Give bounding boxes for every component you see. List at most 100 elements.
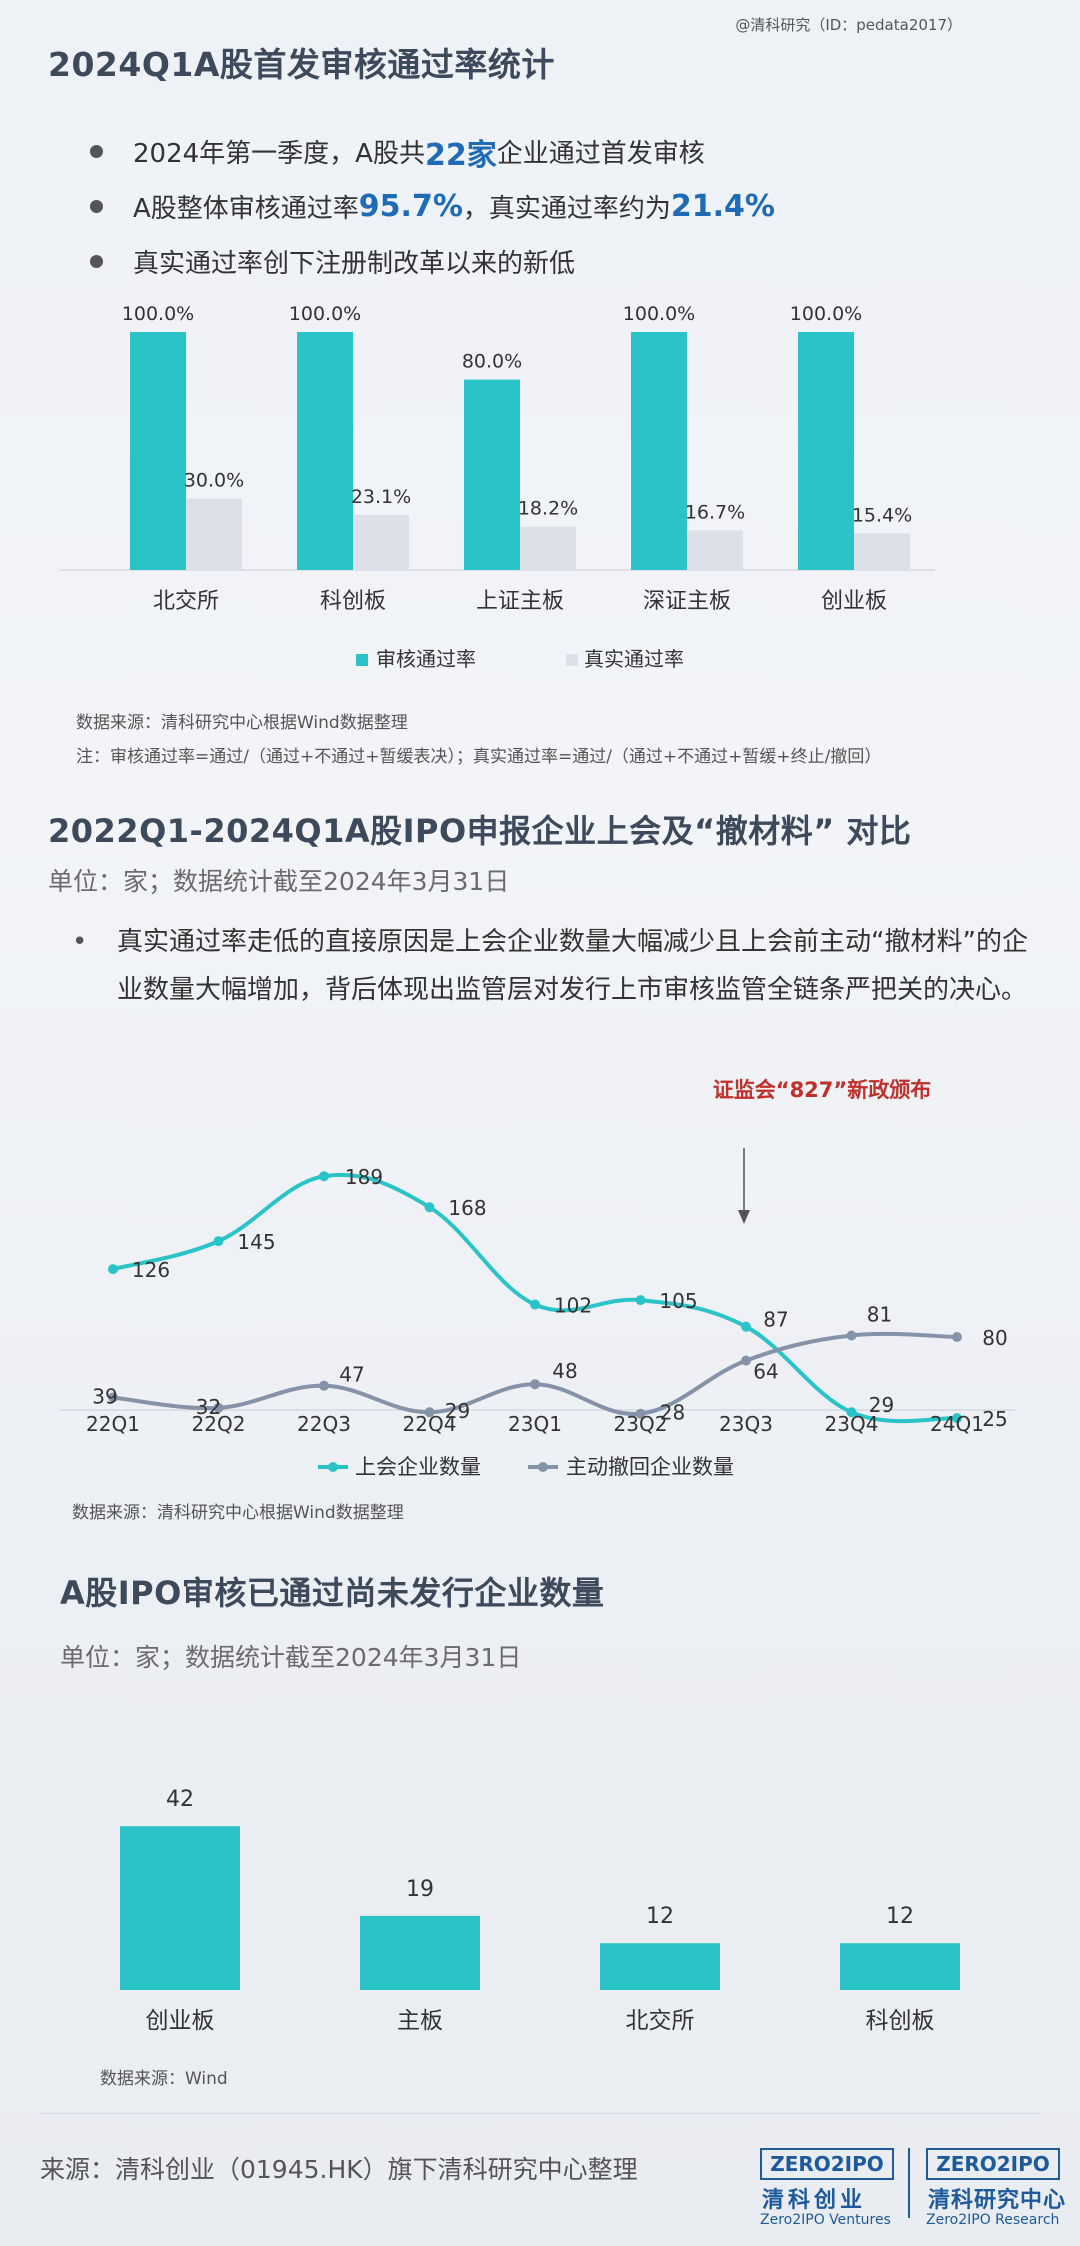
chart3-source: 数据来源：Wind [100,2069,228,2089]
data-label-上会企业数量-23Q1: 102 [554,1294,592,1318]
point-上会企业数量-23Q4 [846,1407,857,1418]
point-主动撤回企业数量-24Q1 [952,1332,962,1342]
x-tick-上证主板: 上证主板 [476,589,564,614]
point-主动撤回企业数量-22Q2 [213,1402,224,1413]
bar-科创板 [840,1943,960,1990]
label-real-科创板: 23.1% [351,486,411,508]
pending-issuance-bar-chart: 42 创业板 19 主板 12 北交所 12 科创板 [120,1787,960,2034]
point-上会企业数量-23Q3 [741,1321,751,1332]
section3-subtitle: 单位：家；数据统计截至2024年3月31日 [60,1643,522,1672]
logo2-zh: 清科研究中心 [928,2188,1067,2213]
legend-swatch-real [566,654,578,666]
chart1-note: 注：审核通过率=通过/（通过+不通过+暂缓表决）；真实通过率=通过/（通过+不通… [76,747,882,767]
key-point-3: 真实通过率创下注册制改革以来的新低 [90,234,1050,289]
bar-real-深证主板 [687,530,743,570]
data-label-科创板: 12 [886,1904,914,1929]
data-label-主动撤回企业数量-23Q3: 64 [753,1360,778,1384]
bar-real-科创板 [353,515,409,570]
section2-subtitle: 单位：家；数据统计截至2024年3月31日 [48,867,510,896]
point-上会企业数量-22Q3 [319,1171,329,1182]
point-主动撤回企业数量-22Q4 [424,1407,435,1418]
section2-title: 2022Q1-2024Q1A股IPO申报企业上会及“撤材料” 对比 [48,812,912,850]
point-上会企业数量-22Q2 [213,1236,224,1247]
data-label-上会企业数量-22Q2: 145 [237,1230,275,1254]
logo-separator [908,2148,910,2218]
legend-swatch-approval [356,654,368,666]
annotation-text: 证监会“827”新政颁布 [713,1078,931,1102]
bullet-dot [90,200,103,213]
x-tick-23Q4: 23Q4 [825,1412,879,1436]
point-上会企业数量-24Q1 [952,1413,962,1424]
x-tick-主板: 主板 [397,2008,443,2034]
section2-paragraph: • 真实通过率走低的直接原因是上会企业数量大幅减少且上会前主动“撤材料”的企业数… [72,918,1047,1014]
bar-主板 [360,1915,480,1990]
ipo-meeting-line-chart: 126 145 189 168 102 105 87 29 25 39 32 47 29 48 28 64 81… [60,1078,1015,1479]
label-approval-北交所: 100.0% [122,303,194,325]
footer-divider [40,2113,1040,2114]
logo2-en: Zero2IPO Research [926,2212,1060,2228]
x-tick-23Q2: 23Q2 [614,1412,668,1436]
key-point-1: 2024年第一季度，A股共 22家 企业通过首发审核 [90,124,1050,179]
data-label-主动撤回企业数量-23Q1: 48 [552,1359,577,1383]
legend-label-real: 真实通过率 [584,647,684,671]
bar-北交所 [600,1943,720,1990]
data-label-主动撤回企业数量-22Q3: 47 [339,1363,364,1387]
label-approval-科创板: 100.0% [289,303,361,325]
bar-创业板 [120,1826,240,1990]
footer-source: 来源：清科创业（01945.HK）旗下清科研究中心整理 [40,2155,638,2184]
logo1-zh: 清科创业 [762,2188,867,2213]
kp2-highlight: 95.7% [358,189,463,224]
x-tick-22Q1: 22Q1 [86,1412,140,1436]
data-label-北交所: 12 [646,1904,674,1929]
x-tick-22Q3: 22Q3 [297,1412,351,1436]
x-tick-创业板: 创业板 [821,589,887,614]
chart1-source: 数据来源：清科研究中心根据Wind数据整理 [76,713,408,733]
data-label-上会企业数量-23Q3: 87 [763,1308,788,1332]
bar-real-创业板 [854,533,910,570]
data-label-主动撤回企业数量-23Q2: 28 [660,1401,685,1425]
bar-approval-上证主板 [464,379,520,570]
point-主动撤回企业数量-23Q1 [530,1379,540,1390]
label-approval-创业板: 100.0% [790,303,862,325]
x-tick-23Q1: 23Q1 [508,1412,562,1436]
data-label-创业板: 42 [166,1787,194,1812]
data-label-上会企业数量-22Q3: 189 [345,1165,383,1189]
annotation-arrow-head [738,1210,750,1224]
bar-approval-北交所 [130,332,186,570]
bullet-dot [90,145,103,158]
label-real-上证主板: 18.2% [518,498,578,520]
kp2-highlight-2: 21.4% [670,189,775,224]
logo1-box: ZERO2IPO [760,2148,894,2180]
data-label-主动撤回企业数量-22Q2: 32 [196,1395,221,1419]
x-tick-深证主板: 深证主板 [643,589,731,614]
bar-approval-创业板 [798,332,854,570]
data-label-主动撤回企业数量-22Q1: 39 [92,1384,117,1408]
bar-approval-科创板 [297,332,353,570]
point-主动撤回企业数量-23Q2 [635,1408,646,1419]
label-approval-深证主板: 100.0% [623,303,695,325]
watermark: @清科研究（ID：pedata2017） [735,16,962,34]
x-tick-创业板: 创业板 [146,2008,215,2034]
kp1-pre: 2024年第一季度，A股共 [133,139,425,169]
legend-marker-withdraw [538,1462,548,1472]
point-上会企业数量-23Q1 [530,1299,540,1310]
bar-real-上证主板 [520,526,576,570]
legend-label-withdraw: 主动撤回企业数量 [566,1455,734,1479]
paragraph-text: 真实通过率走低的直接原因是上会企业数量大幅减少且上会前主动“撤材料”的企业数量大… [117,927,1028,1005]
point-主动撤回企业数量-23Q3 [741,1355,751,1366]
section3-title: A股IPO审核已通过尚未发行企业数量 [60,1574,605,1612]
point-上会企业数量-22Q1 [108,1264,118,1275]
point-主动撤回企业数量-23Q4 [846,1330,857,1341]
data-label-主动撤回企业数量-23Q4: 81 [867,1303,892,1327]
logo1-en: Zero2IPO Ventures [760,2212,891,2228]
kp3-pre: 真实通过率创下注册制改革以来的新低 [133,249,576,279]
data-label-主板: 19 [406,1877,434,1902]
logo2-box: ZERO2IPO [926,2148,1060,2180]
x-tick-科创板: 科创板 [866,2008,935,2034]
data-label-上会企业数量-22Q1: 126 [132,1258,170,1282]
section1-title: 2024Q1A股首发审核通过率统计 [48,45,555,84]
kp1-highlight: 22家 [424,137,497,173]
paragraph-bullet: • [72,927,88,957]
label-real-深证主板: 16.7% [685,501,745,523]
x-tick-北交所: 北交所 [626,2008,695,2034]
